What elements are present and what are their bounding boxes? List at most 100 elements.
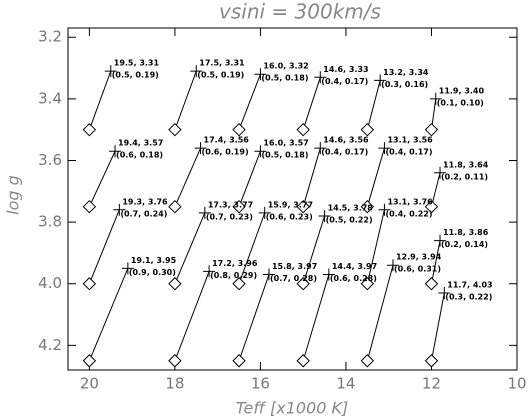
point-label: 19.1, 3.95 — [131, 256, 177, 265]
y-tick-label: 4.2 — [38, 336, 62, 354]
cross-marker — [258, 206, 271, 219]
cross-marker — [374, 74, 387, 87]
cross-marker — [378, 142, 391, 155]
diamond-marker — [296, 122, 310, 137]
connector — [366, 209, 385, 284]
error-label: (0.1, 0.10) — [437, 98, 484, 107]
plot-frame — [67, 27, 518, 371]
point-label: 17.2, 3.96 — [212, 259, 258, 268]
error-label: (0.6, 0.31) — [394, 265, 441, 274]
connector — [238, 151, 261, 207]
connector — [302, 77, 321, 130]
error-label: (0.3, 0.22) — [445, 292, 492, 301]
error-label: (0.4, 0.17) — [321, 148, 368, 157]
connector — [302, 148, 321, 207]
point-label: 11.8, 3.64 — [443, 160, 489, 169]
error-label: (0.6, 0.19) — [202, 148, 249, 157]
diamond-marker — [232, 122, 246, 137]
error-label: (0.9, 0.30) — [129, 268, 176, 277]
connector — [88, 70, 112, 130]
point-label: 14.6, 3.56 — [323, 136, 369, 145]
error-label: (0.4, 0.22) — [385, 209, 432, 218]
diamond-marker — [168, 199, 182, 214]
y-axis-label: log g — [4, 175, 23, 215]
cross-marker — [314, 142, 327, 155]
point-label: 19.4, 3.57 — [118, 139, 163, 148]
point-label: 15.8, 3.97 — [272, 262, 317, 271]
connector — [88, 151, 116, 207]
diamond-marker — [168, 277, 182, 291]
point-label: 16.0, 3.57 — [263, 139, 308, 148]
point-label: 17.3, 3.77 — [208, 200, 253, 209]
diamond-marker — [360, 277, 375, 291]
connector — [302, 274, 330, 361]
cross-marker — [434, 166, 447, 179]
point-label: 17.5, 3.31 — [199, 59, 245, 68]
diamond-marker — [82, 199, 97, 214]
connector — [88, 268, 129, 361]
point-label: 19.5, 3.31 — [114, 59, 160, 68]
diamond-marker — [296, 199, 310, 214]
point-label: 14.6, 3.33 — [323, 65, 368, 74]
connector — [174, 212, 206, 284]
connector — [302, 215, 326, 284]
cross-marker — [322, 268, 335, 281]
error-label: (0.7, 0.23) — [206, 212, 253, 221]
diamond-marker — [82, 122, 97, 137]
point-label: 13.1, 3.56 — [387, 136, 433, 145]
cross-marker — [203, 265, 216, 278]
y-tick-label: 3.8 — [38, 213, 62, 231]
point-label: 11.7, 4.03 — [447, 280, 492, 289]
error-label: (0.6, 0.18) — [116, 151, 163, 160]
connector — [238, 74, 261, 130]
point-label: 14.4, 3.97 — [332, 262, 377, 271]
error-label: (0.5, 0.19) — [197, 71, 244, 80]
diamond-marker — [296, 354, 310, 368]
diamond-marker — [82, 354, 97, 368]
point-label: 12.9, 3.94 — [396, 253, 442, 262]
point-label: 17.4, 3.56 — [204, 136, 250, 145]
diamond-marker — [424, 199, 439, 214]
error-label: (0.3, 0.16) — [381, 80, 428, 89]
error-label: (0.8, 0.29) — [210, 271, 257, 280]
point-label: 16.0, 3.32 — [263, 62, 308, 71]
x-tick-label: 12 — [422, 375, 441, 393]
cross-marker — [113, 203, 126, 216]
y-tick-label: 3.4 — [38, 89, 62, 107]
cross-marker — [104, 65, 117, 78]
error-label: (0.6, 0.23) — [266, 212, 313, 221]
x-tick-label: 10 — [507, 375, 526, 393]
diamond-marker — [168, 354, 182, 368]
cross-marker — [378, 203, 391, 216]
y-tick-label: 3.2 — [38, 28, 62, 46]
diamond-marker — [360, 122, 375, 137]
error-label: (0.2, 0.14) — [441, 240, 488, 249]
connector — [174, 70, 197, 130]
point-label: 14.5, 3.78 — [328, 203, 374, 212]
error-label: (0.5, 0.19) — [112, 71, 159, 80]
x-tick-label: 20 — [80, 375, 99, 393]
connector — [430, 292, 445, 361]
connector — [174, 147, 202, 207]
error-label: (0.2, 0.11) — [441, 172, 488, 181]
connector — [88, 209, 120, 284]
error-label: (0.5, 0.22) — [326, 215, 373, 224]
cross-marker — [190, 65, 203, 78]
diamond-marker — [424, 277, 439, 291]
diamond-marker — [232, 199, 246, 214]
connector — [174, 271, 210, 361]
error-label: (0.6, 0.28) — [330, 274, 377, 283]
point-label: 13.1, 3.76 — [387, 197, 433, 206]
cross-marker — [194, 142, 207, 155]
point-label: 11.8, 3.86 — [443, 228, 489, 237]
cross-marker — [121, 262, 134, 275]
x-axis-label: Teff [x1000 K] — [236, 399, 349, 418]
cross-marker — [254, 68, 267, 81]
cross-marker — [314, 71, 327, 84]
diamond-marker — [296, 277, 310, 291]
chart-title: vsini = 300km/s — [219, 0, 381, 24]
diamond-marker — [424, 122, 439, 137]
point-label: 11.9, 3.40 — [439, 86, 485, 95]
diamond-marker — [82, 277, 97, 291]
